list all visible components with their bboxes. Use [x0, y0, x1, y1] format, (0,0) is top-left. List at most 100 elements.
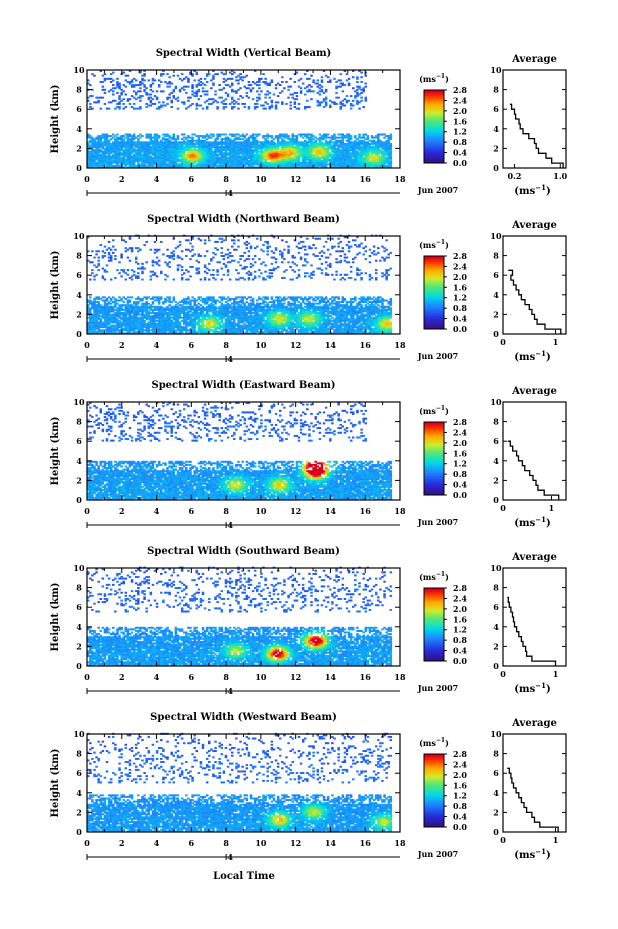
heatmap-cell — [230, 146, 234, 149]
x-tick-label: 14 — [325, 174, 337, 184]
heatmap-cell — [210, 141, 213, 144]
heatmap-cell — [151, 139, 155, 142]
heatmap-cell — [322, 164, 326, 167]
heatmap-cell — [230, 155, 234, 158]
heatmap-cell — [343, 160, 347, 163]
heatmap-cell — [293, 135, 297, 138]
heatmap-cell — [278, 144, 282, 147]
heatmap-cell — [237, 157, 240, 159]
heatmap-cell — [293, 160, 297, 163]
heatmap-cell — [381, 157, 384, 159]
heatmap-cell — [316, 146, 320, 149]
heatmap-cell — [155, 139, 159, 142]
heatmap-cell — [197, 155, 201, 158]
heatmap-cell — [358, 157, 361, 159]
heatmap-cell — [149, 135, 153, 138]
heatmap-cell — [162, 90, 165, 93]
heatmap-cell — [289, 142, 292, 145]
heatmap-cell — [130, 155, 134, 158]
heatmap-cell — [109, 135, 113, 138]
heatmap-cell — [218, 161, 221, 164]
heatmap-cell — [170, 161, 173, 164]
heatmap-cell — [153, 138, 157, 141]
heatmap-cell — [362, 149, 365, 152]
heatmap-cell — [128, 161, 132, 164]
heatmap-cell — [128, 147, 132, 150]
heatmap-cell — [258, 147, 261, 150]
heatmap-cell — [132, 102, 136, 105]
heatmap-cell — [230, 163, 234, 166]
heatmap-cell — [295, 142, 299, 145]
heatmap-cell — [360, 153, 363, 156]
heatmap-cell — [349, 136, 353, 139]
heatmap-cell — [189, 155, 192, 158]
heatmap-cell — [360, 136, 363, 139]
heatmap-cell — [358, 155, 361, 158]
x-tick-label: 18 — [394, 174, 406, 184]
heatmap-cell — [114, 158, 117, 161]
heatmap-cell — [354, 141, 357, 144]
heatmap-cell — [230, 160, 234, 163]
heatmap-cell — [147, 155, 150, 158]
heatmap-cell — [170, 138, 173, 141]
heatmap-cell — [264, 160, 267, 163]
heatmap-cell — [197, 138, 201, 141]
heatmap-cell — [268, 141, 272, 144]
heatmap-cell — [95, 158, 98, 161]
heatmap-cell — [103, 160, 107, 163]
heatmap-cell — [205, 106, 209, 109]
heatmap-cell — [170, 99, 173, 102]
heatmap-cell — [383, 161, 386, 164]
heatmap-cell — [245, 153, 249, 156]
heatmap-cell — [112, 133, 115, 136]
heatmap-cell — [291, 152, 294, 155]
heatmap-cell — [116, 158, 119, 161]
heatmap-cell — [118, 107, 121, 110]
heatmap-cell — [101, 146, 105, 149]
heatmap-cell — [352, 149, 355, 152]
heatmap-cell — [287, 147, 290, 150]
heatmap-cell — [172, 152, 176, 155]
heatmap-cell — [270, 149, 274, 152]
heatmap-cell — [264, 138, 267, 141]
heatmap-cell — [264, 144, 267, 147]
heatmap-cell — [205, 144, 209, 147]
heatmap-cell — [243, 164, 246, 167]
heatmap-cell — [112, 84, 115, 87]
heatmap-cell — [320, 160, 324, 163]
x-tick-label: 0 — [84, 174, 90, 184]
heatmap-cell — [285, 135, 288, 138]
heatmap-cell — [114, 149, 117, 152]
heatmap-cell — [289, 101, 292, 104]
heatmap-cell — [205, 133, 209, 136]
heatmap-cell — [132, 107, 136, 110]
heatmap-cell — [243, 146, 246, 149]
heatmap-cell — [118, 106, 121, 109]
heatmap-cell — [322, 155, 326, 158]
heatmap-cell — [287, 161, 290, 164]
heatmap-cell — [157, 144, 161, 147]
heatmap-cell — [126, 160, 130, 163]
heatmap-cell — [153, 102, 157, 105]
heatmap-cell — [212, 158, 215, 161]
heatmap-cell — [134, 153, 138, 156]
heatmap-cell — [349, 157, 353, 159]
heatmap-cell — [358, 147, 361, 150]
heatmap-cell — [291, 157, 294, 159]
heatmap-cell — [264, 164, 267, 167]
heatmap-cell — [151, 82, 155, 85]
heatmap-cell — [218, 157, 221, 159]
heatmap-cell — [114, 160, 117, 163]
heatmap-cell — [139, 141, 142, 144]
heatmap-cell — [312, 135, 315, 138]
heatmap-cell — [304, 146, 307, 149]
heatmap-cell — [270, 136, 274, 139]
heatmap-cell — [141, 150, 144, 153]
heatmap-cell — [291, 96, 294, 99]
heatmap-cell — [297, 164, 301, 167]
heatmap-cell — [256, 144, 259, 147]
heatmap-cell — [97, 99, 100, 102]
heatmap-cell — [258, 163, 261, 166]
heatmap-cell — [370, 153, 374, 156]
heatmap-cell — [178, 164, 182, 167]
